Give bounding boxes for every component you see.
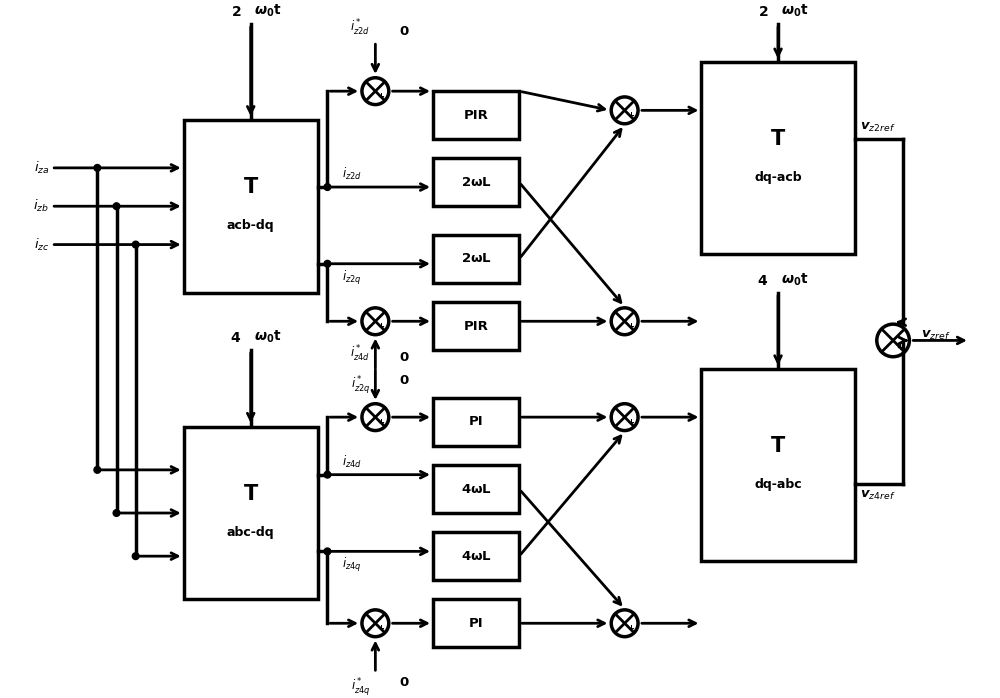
Text: $\mathbf{2\omega L}$: $\mathbf{2\omega L}$: [461, 253, 491, 265]
Text: $i_{zb}$: $i_{zb}$: [33, 198, 49, 214]
Text: +: +: [378, 418, 385, 427]
Text: dq-acb: dq-acb: [754, 171, 802, 184]
Circle shape: [324, 548, 331, 555]
Circle shape: [324, 184, 331, 191]
Text: $\mathbf{2}$: $\mathbf{2}$: [758, 6, 768, 20]
Circle shape: [113, 510, 120, 517]
Text: +: +: [378, 92, 385, 101]
Text: 0: 0: [399, 25, 409, 38]
FancyBboxPatch shape: [433, 302, 519, 350]
Text: $\mathbf{T}$: $\mathbf{T}$: [770, 129, 786, 149]
Text: +: +: [627, 625, 634, 633]
Text: $\mathbf{4}$: $\mathbf{4}$: [757, 274, 768, 288]
Text: $\boldsymbol{\omega}_{\mathbf{0}}\mathbf{t}$: $\boldsymbol{\omega}_{\mathbf{0}}\mathbf…: [254, 329, 281, 346]
FancyBboxPatch shape: [433, 532, 519, 580]
Text: PI: PI: [469, 617, 483, 630]
Text: $\boldsymbol{\omega}_{\mathbf{0}}\mathbf{t}$: $\boldsymbol{\omega}_{\mathbf{0}}\mathbf…: [254, 3, 281, 20]
Text: $i^*_{z4d}$: $i^*_{z4d}$: [350, 344, 371, 364]
Text: PIR: PIR: [464, 109, 488, 121]
Text: +: +: [627, 322, 634, 332]
Text: $\boldsymbol{v}_{z4ref}$: $\boldsymbol{v}_{z4ref}$: [860, 489, 895, 502]
FancyBboxPatch shape: [184, 120, 318, 292]
Text: $\mathbf{T}$: $\mathbf{T}$: [243, 484, 259, 504]
Text: +: +: [378, 322, 385, 332]
Text: $\boldsymbol{\omega}_{\mathbf{0}}\mathbf{t}$: $\boldsymbol{\omega}_{\mathbf{0}}\mathbf…: [781, 272, 809, 288]
Text: $\boldsymbol{v}_{z2ref}$: $\boldsymbol{v}_{z2ref}$: [860, 121, 895, 134]
Text: +: +: [627, 112, 634, 121]
Text: $i_{z2q}$: $i_{z2q}$: [342, 269, 362, 287]
Circle shape: [324, 471, 331, 478]
Text: $i_{z4q}$: $i_{z4q}$: [342, 556, 362, 574]
FancyBboxPatch shape: [433, 91, 519, 139]
Text: dq-abc: dq-abc: [754, 477, 802, 491]
Circle shape: [132, 553, 139, 560]
Text: +: +: [627, 418, 634, 427]
Circle shape: [94, 165, 101, 171]
FancyBboxPatch shape: [184, 426, 318, 600]
Text: acb-dq: acb-dq: [227, 219, 275, 232]
Text: $\mathbf{T}$: $\mathbf{T}$: [770, 436, 786, 456]
FancyBboxPatch shape: [701, 369, 855, 561]
Text: $i_{z4d}$: $i_{z4d}$: [342, 454, 362, 470]
Text: $\mathbf{2}$: $\mathbf{2}$: [231, 6, 241, 20]
Text: $\mathbf{2\omega L}$: $\mathbf{2\omega L}$: [461, 176, 491, 188]
FancyBboxPatch shape: [433, 600, 519, 647]
Text: $i_{za}$: $i_{za}$: [34, 160, 49, 176]
Text: $\boldsymbol{v}_{zref}$: $\boldsymbol{v}_{zref}$: [921, 329, 950, 342]
Text: $\mathbf{T}$: $\mathbf{T}$: [243, 177, 259, 197]
Text: $i^*_{z2q}$: $i^*_{z2q}$: [351, 374, 371, 396]
Text: PI: PI: [469, 415, 483, 429]
FancyBboxPatch shape: [433, 465, 519, 513]
Circle shape: [94, 466, 101, 473]
Circle shape: [132, 242, 139, 248]
Text: $\mathbf{4\omega L}$: $\mathbf{4\omega L}$: [461, 549, 491, 563]
Circle shape: [324, 260, 331, 267]
Text: $i^*_{z2d}$: $i^*_{z2d}$: [350, 18, 371, 38]
FancyBboxPatch shape: [433, 235, 519, 283]
Text: $i_{z2d}$: $i_{z2d}$: [342, 166, 362, 182]
Text: +: +: [896, 343, 903, 352]
Circle shape: [113, 203, 120, 209]
Text: $\mathbf{4\omega L}$: $\mathbf{4\omega L}$: [461, 482, 491, 496]
FancyBboxPatch shape: [433, 398, 519, 446]
Text: $i^*_{z4q}$: $i^*_{z4q}$: [351, 676, 371, 698]
FancyBboxPatch shape: [701, 62, 855, 254]
Text: 0: 0: [399, 351, 409, 364]
FancyBboxPatch shape: [433, 158, 519, 206]
Text: $\mathbf{4}$: $\mathbf{4}$: [230, 332, 241, 346]
Text: $i_{zc}$: $i_{zc}$: [34, 237, 49, 253]
Text: abc-dq: abc-dq: [227, 526, 275, 539]
Text: $\boldsymbol{\omega}_{\mathbf{0}}\mathbf{t}$: $\boldsymbol{\omega}_{\mathbf{0}}\mathbf…: [781, 3, 809, 20]
Text: +: +: [378, 625, 385, 633]
Text: 0: 0: [399, 374, 409, 387]
Text: 0: 0: [399, 676, 409, 689]
Text: PIR: PIR: [464, 320, 488, 332]
